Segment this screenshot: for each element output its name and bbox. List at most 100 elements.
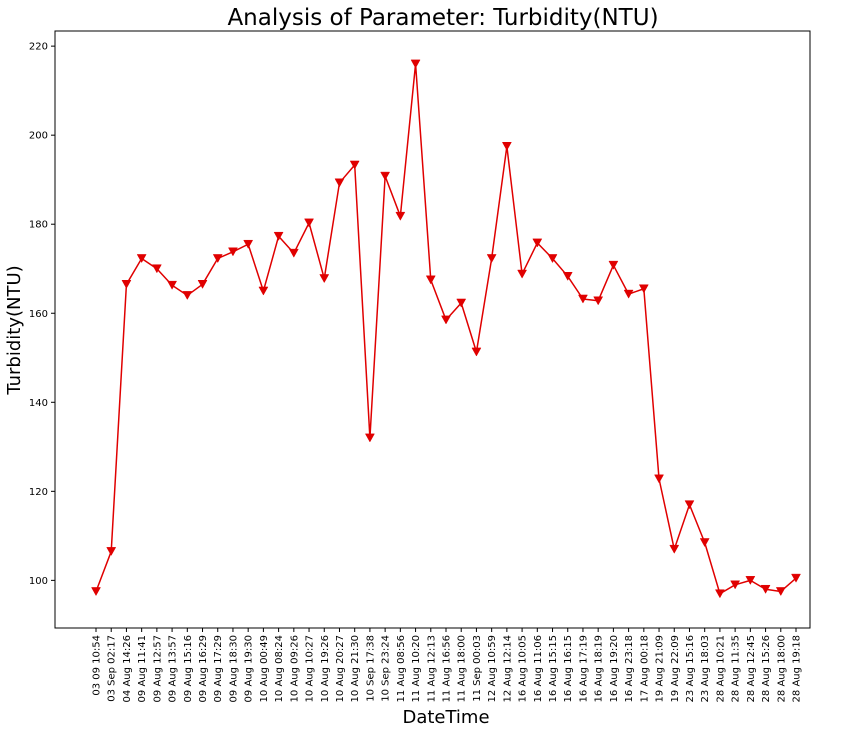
data-point [228, 247, 238, 257]
x-tick-label: 28 Aug 18:00 [776, 635, 787, 702]
x-tick-label: 09 Aug 16:29 [198, 635, 209, 702]
data-point [304, 218, 314, 228]
x-tick-label: 09 Aug 11:41 [137, 635, 148, 702]
x-tick-label: 16 Aug 18:19 [594, 635, 605, 702]
x-tick-label: 11 Aug 16:56 [442, 635, 453, 702]
data-point [654, 474, 664, 484]
data-point [288, 248, 299, 258]
x-tick-label: 04 Aug 14:26 [122, 635, 133, 702]
x-tick-label: 16 Aug 15:15 [548, 635, 559, 702]
data-point [151, 264, 162, 274]
x-tick-label: 17 Aug 00:18 [639, 635, 650, 702]
data-point [273, 231, 284, 241]
data-point [121, 280, 132, 289]
data-point [623, 289, 634, 299]
data-point [349, 160, 360, 170]
data-point [638, 284, 649, 294]
data-point [532, 238, 543, 248]
x-tick-label: 10 Sep 23:24 [381, 635, 392, 702]
x-tick-label: 23 Aug 18:03 [700, 635, 711, 702]
y-axis-label: Turbidity(NTU) [4, 265, 25, 395]
data-point [547, 254, 558, 264]
y-tick-label: 180 [29, 220, 48, 231]
data-point [501, 142, 512, 151]
x-tick-label: 16 Aug 10:05 [518, 635, 529, 702]
x-tick-label: 28 Aug 10:21 [715, 635, 726, 702]
data-point [212, 254, 223, 264]
data-point [562, 272, 573, 281]
x-axis: 03 09 10:54 03 Sep 02:17 04 Aug 14:26 09 Au… [92, 628, 803, 702]
x-tick-label: 16 Aug 23:18 [624, 635, 635, 702]
data-point [730, 580, 741, 590]
x-tick-label: 19 Aug 22:09 [670, 635, 681, 702]
data-point [669, 544, 680, 554]
x-tick-label: 10 Sep 17:38 [365, 635, 376, 702]
x-tick-label: 09 Aug 17:29 [213, 635, 224, 702]
x-tick-label: 16 Aug 19:20 [609, 635, 620, 702]
x-tick-label: 03 09 10:54 [92, 635, 103, 696]
data-point [486, 254, 497, 264]
x-tick-label: 11 Sep 00:03 [472, 635, 483, 702]
data-point [197, 280, 208, 289]
x-tick-label: 28 Aug 15:26 [761, 635, 772, 702]
x-tick-label: 09 Aug 12:57 [152, 635, 163, 702]
x-tick-label: 10 Aug 20:27 [335, 635, 346, 702]
x-tick-label: 10 Aug 08:24 [274, 635, 285, 702]
data-point [699, 538, 710, 548]
y-tick-label: 120 [29, 487, 48, 498]
data-point [441, 315, 451, 325]
x-tick-label: 10 Aug 10:27 [305, 635, 316, 702]
data-point [517, 269, 528, 279]
x-tick-label: 28 Aug 19:18 [792, 635, 803, 702]
y-tick-label: 100 [29, 576, 48, 587]
data-point [775, 587, 786, 597]
x-tick-label: 11 Aug 12:13 [426, 635, 437, 702]
data-point [334, 178, 345, 188]
data-point [471, 347, 482, 357]
x-tick-label: 16 Aug 16:15 [563, 635, 574, 702]
data-point [243, 239, 254, 249]
plot-area [54, 30, 811, 629]
x-tick-label: 09 Aug 13:57 [168, 635, 179, 702]
series-turbidity [91, 59, 801, 599]
y-tick-label: 160 [29, 309, 48, 320]
x-tick-label: 10 Aug 09:26 [289, 635, 300, 702]
y-tick-label: 140 [29, 398, 48, 409]
x-tick-label: 23 Aug 15:16 [685, 635, 696, 702]
data-point [578, 294, 588, 304]
x-tick-label: 09 Aug 19:30 [244, 635, 255, 702]
data-point [380, 171, 391, 181]
data-point [456, 298, 467, 308]
data-point [608, 260, 619, 270]
y-axis: 100 120 140 160 180 200 220 [29, 42, 55, 587]
x-tick-label: 28 Aug 12:45 [746, 635, 757, 702]
x-tick-label: 28 Aug 11:35 [731, 635, 742, 702]
data-point [364, 433, 375, 443]
x-tick-label: 09 Aug 18:30 [228, 635, 239, 702]
x-axis-label: DateTime [402, 707, 489, 728]
x-tick-label: 11 Aug 18:00 [457, 635, 468, 702]
data-point [106, 547, 117, 556]
chart-title: Analysis of Parameter: Turbidity(NTU) [227, 5, 658, 31]
x-tick-label: 11 Aug 10:20 [411, 635, 422, 702]
data-point [714, 589, 725, 599]
y-tick-label: 220 [29, 42, 48, 53]
data-point [258, 286, 269, 296]
data-point [395, 211, 406, 221]
x-tick-label: 09 Aug 15:16 [183, 635, 194, 702]
data-point [745, 576, 756, 585]
x-tick-label: 10 Aug 21:30 [350, 635, 361, 702]
data-point [791, 573, 801, 583]
x-tick-label: 12 Aug 12:14 [502, 635, 513, 702]
data-point [182, 291, 193, 301]
x-tick-label: 11 Aug 08:56 [396, 635, 407, 702]
data-point [410, 59, 421, 69]
x-tick-label: 16 Aug 17:19 [578, 635, 589, 702]
x-tick-label: 03 Sep 02:17 [107, 635, 118, 702]
x-tick-label: 16 Aug 11:06 [533, 635, 544, 702]
data-point [684, 500, 695, 510]
x-tick-label: 10 Aug 00:49 [259, 635, 270, 702]
data-point [593, 296, 604, 306]
